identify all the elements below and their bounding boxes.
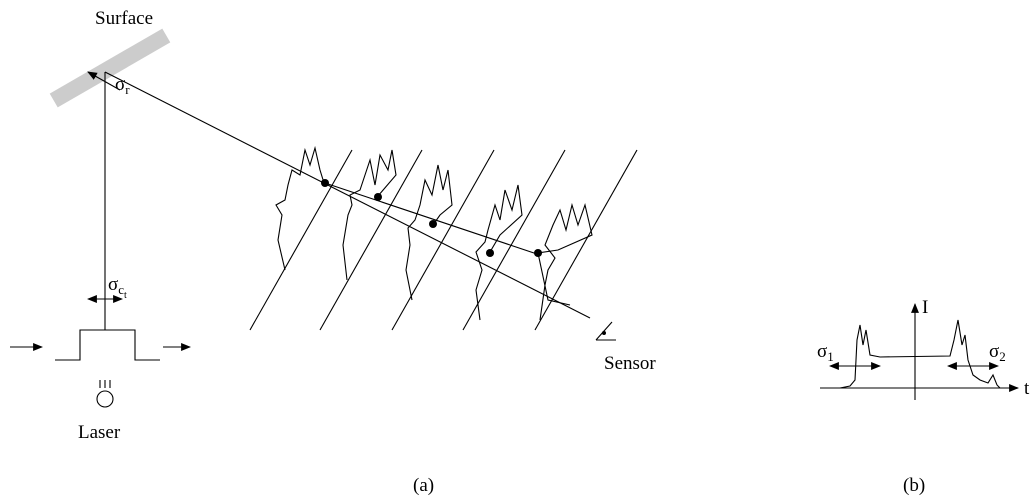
sigma-2-label: σ2 bbox=[989, 341, 1006, 364]
sigma-r-label: σr bbox=[115, 74, 130, 97]
sub-subscript: t bbox=[124, 290, 127, 301]
subscript: 1 bbox=[827, 349, 834, 364]
laser-icon bbox=[97, 380, 113, 407]
intensity-label: I bbox=[922, 297, 928, 318]
symbol: σ bbox=[108, 274, 118, 295]
symbol: σ bbox=[817, 341, 827, 362]
figure: Surface σr σct Sensor Laser (a) I σ1 σ2 … bbox=[0, 0, 1034, 497]
sample-points bbox=[321, 179, 542, 257]
subscript: 2 bbox=[999, 349, 1006, 364]
symbol: σ bbox=[115, 74, 125, 95]
laser-label: Laser bbox=[78, 422, 121, 443]
subscript: r bbox=[125, 82, 130, 97]
surface-label: Surface bbox=[95, 8, 153, 29]
intensity-signal bbox=[840, 320, 1000, 388]
sigma-ct-label: σct bbox=[108, 274, 127, 301]
sensor-label: Sensor bbox=[604, 353, 656, 374]
caption-b: (b) bbox=[903, 475, 925, 496]
caption-a: (a) bbox=[413, 475, 434, 496]
noisy-profiles bbox=[276, 148, 592, 320]
time-slices bbox=[250, 150, 637, 330]
sigma-1-label: σ1 bbox=[817, 341, 834, 364]
sensor-eye bbox=[596, 322, 616, 340]
symbol: σ bbox=[989, 341, 999, 362]
pulse bbox=[55, 330, 160, 360]
time-label: t bbox=[1024, 378, 1030, 399]
